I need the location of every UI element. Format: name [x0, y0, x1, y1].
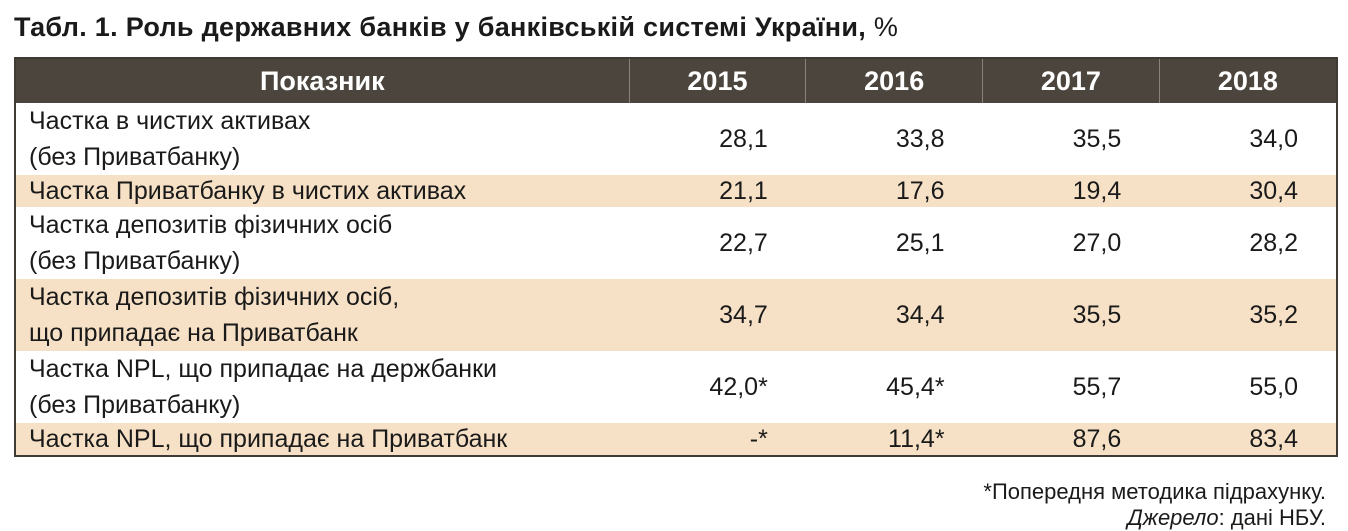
value-cell: 19,4 — [982, 175, 1160, 207]
value-cell: 34,0 — [1249, 125, 1298, 153]
value-cell: 55,0 — [1249, 373, 1298, 401]
label-line: (без Приватбанку) — [29, 391, 241, 419]
label-line: (без Приватбанку) — [29, 143, 241, 171]
source-label: Джерело — [1127, 505, 1219, 530]
value-cell: 34,7 — [629, 279, 806, 351]
value-cell: 55,7 — [1072, 373, 1122, 401]
row-label: Частка депозитів фізичних осіб (без Прива… — [15, 207, 629, 279]
table-row: Частка NPL, що припадає на держбанки (без… — [15, 351, 1337, 423]
table: Показник 2015 2016 2017 2018 Частка в чистих … — [14, 57, 1338, 457]
table-row: Частка Приватбанку в чистих активах 21,1 1… — [15, 175, 1337, 207]
footnote: *Попередня методика підрахунку. — [983, 479, 1326, 504]
value-cell: 35,2 — [1159, 279, 1337, 351]
row-label: Частка NPL, що припадає на держбанки (без… — [15, 351, 629, 423]
label-line: Частка Приватбанку в чистих активах — [29, 177, 467, 205]
source: Джерело: дані НБУ. — [1127, 505, 1326, 531]
label-line: що припадає на Приватбанк — [29, 319, 358, 347]
value-cell: 28,1 — [719, 125, 768, 153]
value-cell: 35,5 — [982, 279, 1160, 351]
value-cell: 21,1 — [629, 175, 806, 207]
row-label: Частка в чистих активах (без Приватбанку) — [15, 103, 629, 175]
value-cell: -* — [629, 423, 806, 456]
value-cell: 35,5 — [1072, 125, 1122, 153]
value-cell: 33,8 — [895, 125, 945, 153]
header-cell: Показник — [15, 58, 630, 103]
value-cell: 45,4* — [886, 373, 945, 401]
value-cell: 27,0 — [1072, 229, 1122, 257]
header-cell: 2018 — [1158, 58, 1337, 103]
table-body: Частка в чистих активах (без Приватбанку)… — [15, 103, 1337, 456]
value-cell: 34,4 — [805, 279, 983, 351]
header-cell: 2015 — [628, 58, 806, 103]
title: Табл. 1. Роль державних банків у банківс… — [14, 12, 898, 43]
table-row: Частка NPL, що припадає на Приватбанк -* 1… — [15, 423, 1337, 456]
row-label: Частка депозитів фізичних осіб, що припад… — [15, 279, 630, 351]
table-row: Частка депозитів фізичних осіб (без Прива… — [15, 207, 1337, 279]
value-cell: 11,4* — [805, 423, 983, 456]
table-row: Частка депозитів фізичних осіб, що припад… — [15, 279, 1337, 351]
value-cell: 22,7 — [719, 229, 768, 257]
label-line: Частка депозитів фізичних осіб — [29, 211, 393, 239]
row-label: Частка NPL, що припадає на Приватбанк — [15, 423, 630, 456]
header-cell: 2016 — [805, 58, 983, 103]
label-line: Частка в чистих активах — [29, 107, 311, 135]
label-line: Частка депозитів фізичних осіб, — [29, 283, 400, 311]
unit: % — [873, 12, 899, 42]
value-cell: 25,1 — [895, 229, 945, 257]
value-cell: 28,2 — [1249, 229, 1298, 257]
value-cell: 42,0* — [709, 373, 768, 401]
title-text: Табл. 1. Роль державних банків у банківс… — [14, 12, 867, 42]
label-line: Частка NPL, що припадає на держбанки — [29, 355, 497, 383]
header-cell: 2017 — [982, 58, 1160, 103]
table-row: Частка в чистих активах (без Приватбанку)… — [15, 103, 1337, 175]
header-row: Показник 2015 2016 2017 2018 — [15, 58, 1337, 103]
label-line: (без Приватбанку) — [29, 247, 241, 275]
value-cell: 87,6 — [982, 423, 1160, 456]
value-cell: 83,4 — [1159, 423, 1337, 456]
value-cell: 30,4 — [1159, 175, 1337, 207]
source-text: : дані НБУ. — [1218, 505, 1326, 530]
label-line: Частка NPL, що припадає на Приватбанк — [29, 425, 508, 453]
row-label: Частка Приватбанку в чистих активах — [15, 175, 630, 207]
value-cell: 17,6 — [805, 175, 983, 207]
